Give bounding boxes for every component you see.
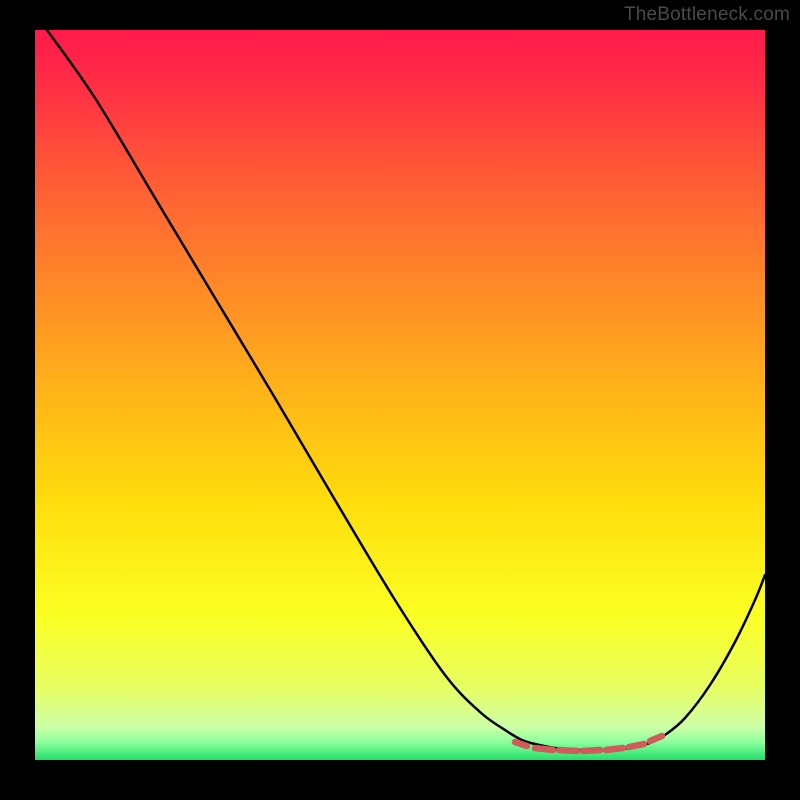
marker-segment <box>559 750 577 751</box>
marker-segment <box>535 748 553 750</box>
watermark-text: TheBottleneck.com <box>624 4 790 26</box>
marker-segment <box>515 742 527 746</box>
marker-segment <box>629 744 644 747</box>
chart-background <box>35 30 765 760</box>
chart-plot-area <box>35 30 765 760</box>
marker-segment <box>650 736 662 741</box>
marker-segment <box>606 748 623 750</box>
chart-svg <box>35 30 765 760</box>
marker-segment <box>583 750 600 751</box>
